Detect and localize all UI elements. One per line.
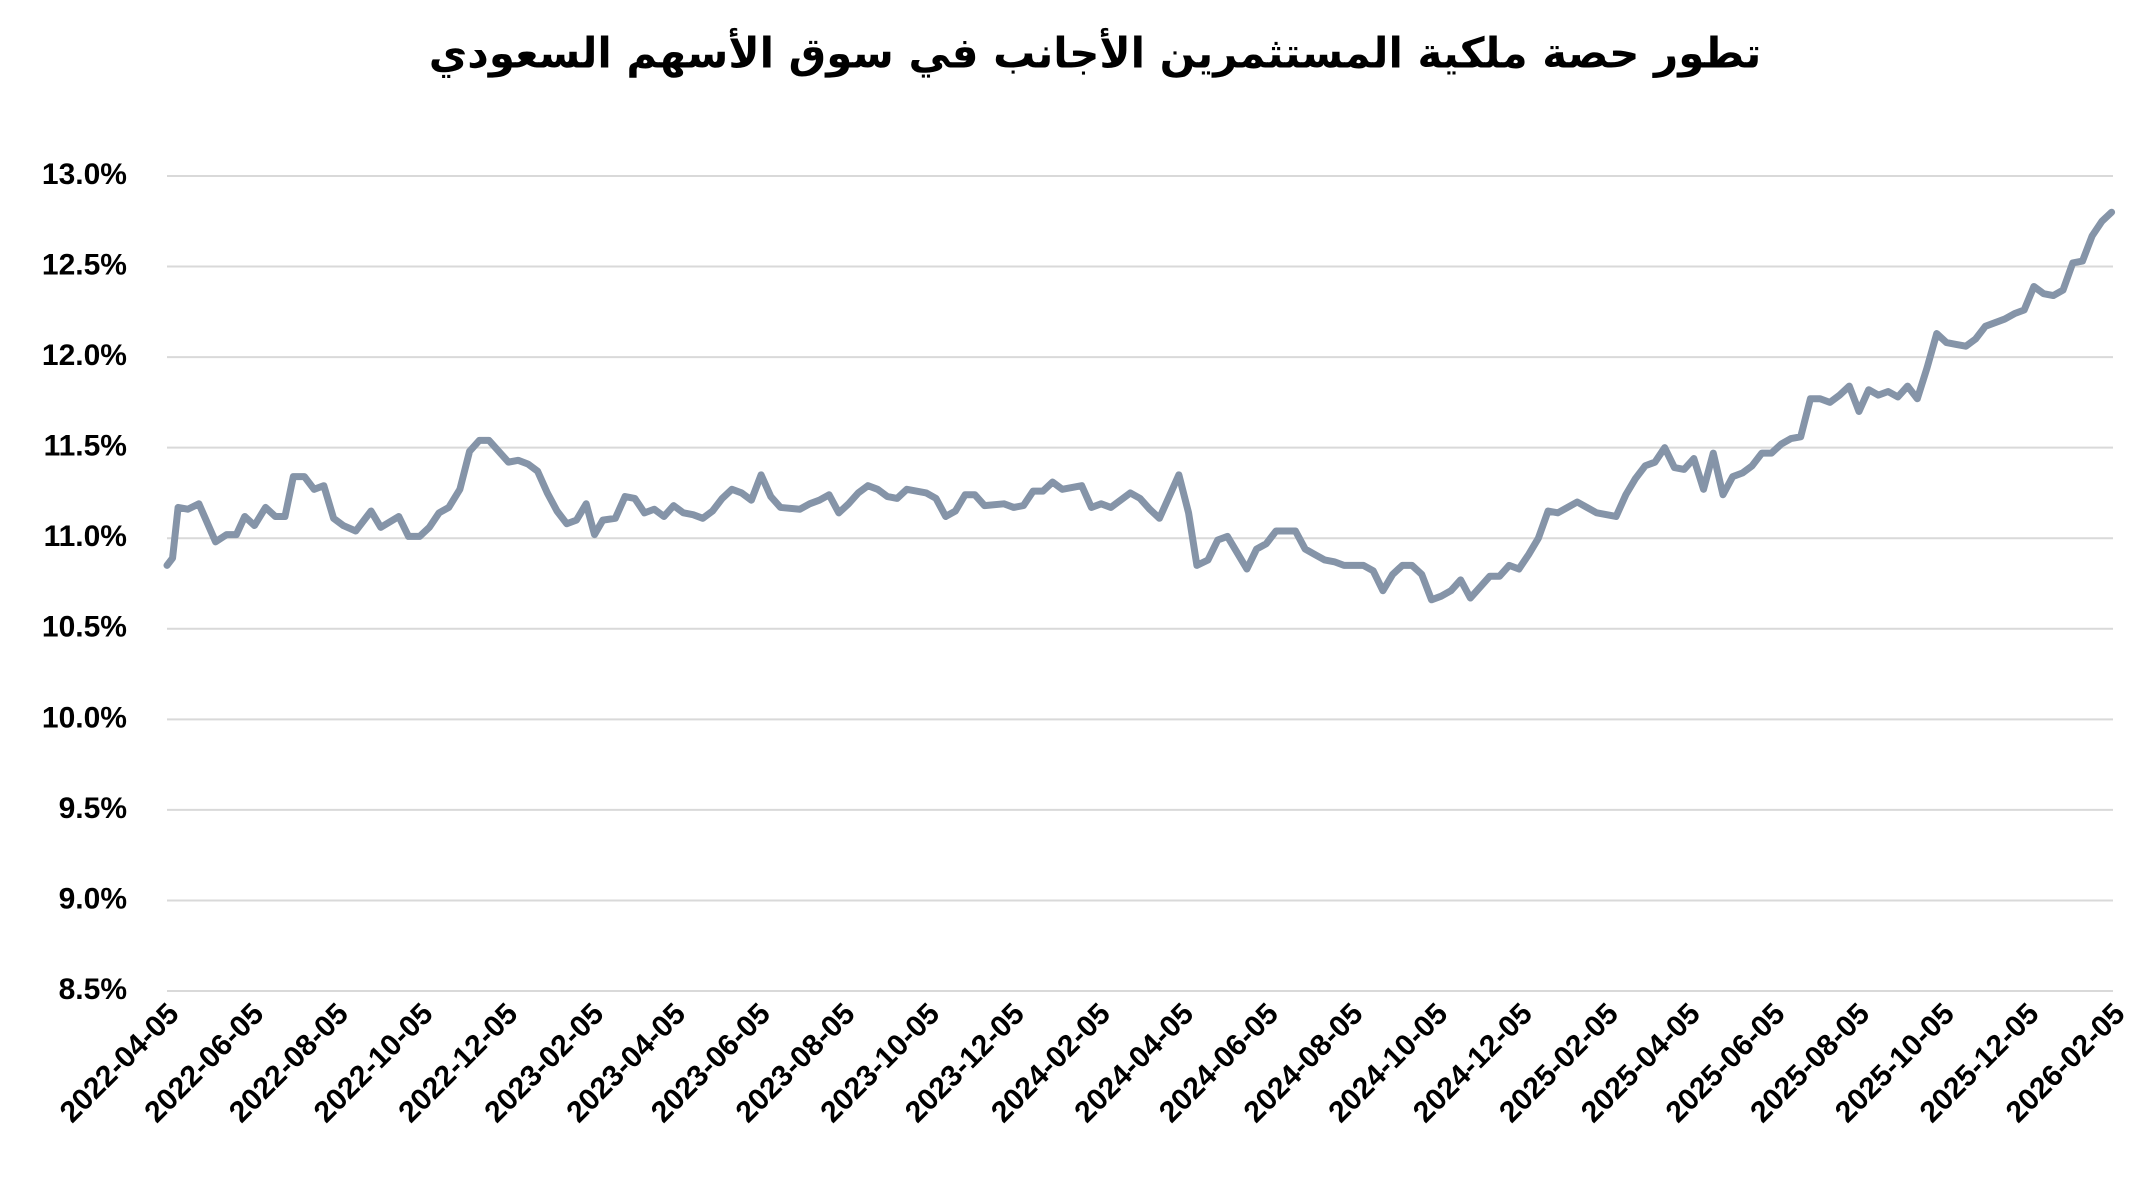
chart-title: تطور حصة ملكية المستثمرين الأجانب في سوق… [429, 28, 1761, 79]
y-tick-label: 12.5% [42, 248, 127, 281]
y-tick-label: 10.5% [42, 611, 127, 644]
y-tick-label: 9.5% [59, 792, 127, 825]
y-tick-label: 10.0% [42, 701, 127, 734]
y-tick-label: 12.0% [42, 339, 127, 372]
y-tick-label: 9.0% [59, 882, 127, 915]
y-tick-label: 13.0% [42, 158, 127, 191]
data-line [163, 208, 2116, 604]
y-tick-label: 11.0% [44, 520, 127, 553]
y-tick-label: 11.5% [44, 430, 127, 463]
y-tick-label: 8.5% [59, 973, 127, 1006]
